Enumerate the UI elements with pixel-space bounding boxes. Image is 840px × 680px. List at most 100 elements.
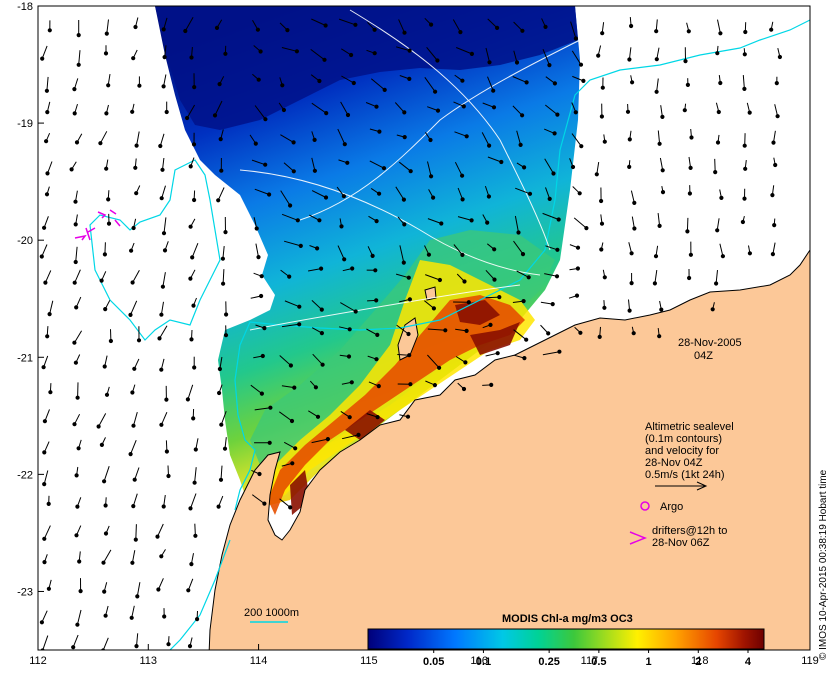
velocity-arrow-head	[439, 221, 444, 226]
velocity-arrow-head	[73, 199, 78, 204]
sealevel-contour-1	[349, 9, 551, 251]
velocity-arrow-head	[259, 274, 264, 279]
velocity-arrow-head	[101, 560, 106, 565]
velocity-arrow-head	[293, 446, 298, 451]
velocity-arrow-head	[347, 415, 352, 420]
velocity-arrow	[396, 324, 409, 335]
velocity-arrow-head	[370, 253, 375, 258]
velocity-arrow-head	[157, 336, 162, 341]
velocity-arrow	[159, 325, 168, 339]
legend-line-5: 0.5m/s (1kt 24h)	[645, 469, 724, 481]
legend-line-3: and velocity for	[645, 445, 719, 457]
velocity-arrow	[281, 47, 298, 52]
velocity-arrow	[337, 128, 346, 145]
colorbar-ticks: 0.05 0.1 0.25 0.5 1 2 4	[423, 649, 752, 668]
velocity-arrow	[686, 217, 689, 232]
velocity-arrow-head	[161, 504, 166, 509]
velocity-arrow-head	[74, 533, 79, 538]
velocity-arrow-head	[74, 140, 80, 145]
velocity-arrow-head	[349, 380, 354, 385]
velocity-arrow-head	[570, 164, 576, 170]
velocity-arrow-head	[374, 298, 379, 303]
velocity-arrow-head	[435, 108, 441, 113]
velocity-arrow-head	[162, 55, 167, 60]
velocity-arrow-head	[260, 353, 265, 359]
velocity-arrow	[281, 323, 300, 328]
velocity-arrow-head	[223, 230, 228, 235]
velocity-arrow-head	[297, 322, 302, 327]
velocity-arrow-head	[99, 278, 104, 283]
velocity-arrow	[49, 300, 54, 315]
velocity-arrow-head	[524, 80, 529, 85]
velocity-arrow-head	[72, 111, 77, 116]
velocity-arrow-head	[136, 338, 142, 343]
velocity-arrow-head	[602, 305, 607, 310]
velocity-arrow-head	[406, 331, 411, 337]
australia-land	[208, 249, 810, 650]
y-tick-label: -18	[17, 1, 33, 13]
velocity-arrow	[162, 272, 166, 287]
velocity-arrow-head	[402, 110, 407, 115]
velocity-arrow-head	[602, 275, 607, 280]
velocity-arrow-head	[323, 23, 328, 28]
velocity-arrow-head	[159, 367, 164, 372]
velocity-arrow-head	[573, 36, 579, 41]
velocity-arrow-head	[688, 165, 693, 170]
velocity-arrow-head	[521, 299, 526, 304]
velocity-arrow-head	[219, 168, 224, 173]
velocity-arrow-head	[464, 134, 469, 139]
velocity-arrow-head	[463, 360, 468, 365]
y-tick-label: -22	[17, 469, 33, 481]
velocity-arrow-head	[688, 252, 694, 257]
velocity-arrow	[103, 549, 112, 563]
velocity-arrow-head	[160, 284, 165, 289]
velocity-arrow-head	[547, 196, 552, 201]
colorbar: MODIS Chl-a mg/m3 OC3 0.05 0.1 0.25 0.5 1 2 4	[367, 613, 765, 668]
velocity-arrow-head	[257, 471, 262, 477]
velocity-arrow-head	[713, 170, 718, 175]
velocity-arrow-head	[76, 62, 81, 67]
velocity-arrow-head	[130, 280, 135, 285]
velocity-arrow	[544, 158, 554, 174]
velocity-arrow-head	[47, 312, 52, 317]
x-tick-label: 114	[250, 655, 268, 667]
velocity-arrow	[573, 217, 587, 229]
velocity-arrow-head	[375, 415, 380, 420]
velocity-arrow-head	[374, 219, 379, 224]
velocity-arrow-head	[195, 617, 200, 622]
velocity-arrow-head	[578, 62, 584, 67]
velocity-arrow-head	[405, 414, 411, 419]
velocity-arrow-head	[376, 384, 381, 389]
velocity-arrow-head	[130, 109, 135, 114]
velocity-arrow	[311, 190, 327, 198]
velocity-arrow	[398, 161, 412, 172]
velocity-arrow	[103, 466, 110, 482]
velocity-arrow-head	[217, 82, 222, 87]
velocity-arrow-head	[166, 642, 171, 647]
velocity-arrow-head	[710, 307, 715, 312]
velocity-arrow-head	[319, 266, 324, 271]
velocity-arrow	[427, 218, 442, 224]
velocity-arrow-head	[431, 195, 436, 200]
velocity-arrow-head	[42, 560, 47, 565]
velocity-arrow-head	[130, 560, 135, 565]
velocity-arrow-head	[189, 337, 194, 342]
velocity-arrow	[220, 465, 223, 480]
velocity-arrow	[395, 46, 410, 52]
velocity-arrow-head	[129, 248, 134, 253]
velocity-arrow-head	[189, 55, 194, 60]
velocity-arrow-head	[131, 225, 136, 231]
legend-line-4: 28-Nov 04Z	[645, 457, 703, 469]
scale-arrow-icon	[655, 481, 708, 491]
velocity-arrow-head	[715, 228, 720, 233]
x-tick-label: 112	[29, 655, 47, 667]
velocity-arrow-head	[407, 297, 412, 302]
velocity-arrow-head	[527, 191, 533, 196]
depth-legend-label: 200 1000m	[244, 607, 299, 619]
velocity-arrow-head	[599, 247, 604, 252]
velocity-arrow	[136, 633, 139, 647]
velocity-arrow-head	[492, 277, 497, 282]
velocity-arrow-head	[103, 503, 108, 508]
velocity-arrow-head	[315, 246, 320, 251]
velocity-arrow-head	[466, 300, 471, 305]
